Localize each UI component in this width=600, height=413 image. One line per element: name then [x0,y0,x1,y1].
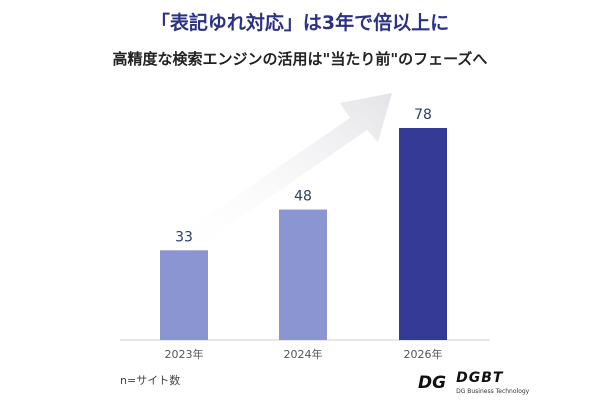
logo-mark-icon: DG [418,373,447,393]
chart-title: 「表記ゆれ対応」は3年で倍以上に [150,12,450,34]
x-tick-label: 2026年 [404,347,443,361]
dgbt-logo: DG DGBT DG Business Technology [418,370,529,396]
sample-note: n=サイト数 [120,374,181,387]
data-label: 48 [294,189,312,205]
data-label: 78 [414,107,432,123]
bar-2024年 [279,209,327,340]
bar-2026年 [399,128,447,340]
bar-2023年 [160,250,208,340]
data-label: 33 [175,229,193,245]
x-tick-label: 2024年 [284,347,323,361]
logo-name: DGBT [456,370,504,386]
x-tick-label: 2023年 [165,347,204,361]
chart-subtitle: 高精度な検索エンジンの活用は"当たり前"のフェーズへ [112,50,488,68]
logo-tagline: DG Business Technology [456,388,530,395]
trend-arrow [165,93,392,258]
